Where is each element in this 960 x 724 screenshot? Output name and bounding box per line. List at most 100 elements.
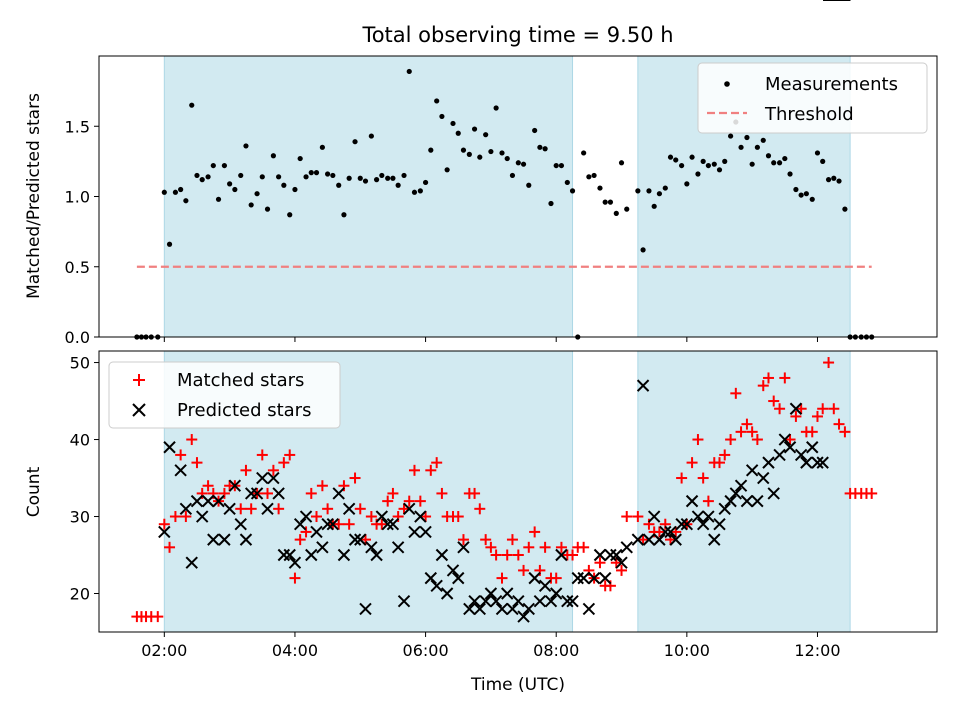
bot-plus-point-43 [365,511,377,523]
top-dot-point-94 [651,203,657,209]
top-dot-point-12 [199,177,205,183]
bot-x-point-113 [783,441,797,454]
top-dot-point-15 [215,196,222,202]
bot-x-point-51 [440,587,454,600]
top-dot-point-100 [684,181,690,187]
bot-plus-point-9 [180,511,192,523]
top-ytick-label-0: 0.0 [65,328,90,347]
top-dot-point-38 [341,212,347,218]
bot-x-point-80 [598,571,612,585]
top-legend: Measurements Threshold [697,62,928,134]
top-dot-point-55 [434,98,440,104]
bot-x-point-69 [538,579,552,593]
top-dot-point-10 [189,102,195,108]
bot-x-point-90 [659,525,672,539]
bot-plus-point-72 [523,541,535,553]
bot-plus-point-34 [316,480,328,492]
bot-x-point-107 [751,494,764,508]
bot-plus-point-116 [768,395,780,407]
top-dot-point-89 [618,160,625,166]
bot-x-point-65 [517,610,530,623]
top-dot-point-85 [597,185,603,191]
bot-x-point-105 [740,494,754,508]
bot-plus-point-80 [567,549,579,561]
bot-plus-point-30 [294,534,306,546]
top-dot-point-95 [656,191,663,197]
bot-plus-point-124 [811,410,823,422]
bot-plus-point-78 [555,541,567,553]
top-dot-point-78 [558,162,565,169]
top-dot-point-122 [803,191,809,197]
legend-threshold-label: Threshold [764,104,854,125]
bot-x-point-66 [522,602,535,616]
bottom-legend-box [108,361,341,429]
bot-x-point-4 [185,556,198,569]
top-dot-point-108 [728,133,734,139]
top-dot-point-53 [422,179,429,186]
bot-x-point-5 [190,494,204,508]
top-dot-point-40 [352,139,358,145]
bot-plus-point-54 [425,464,437,476]
bot-plus-point-107 [719,449,731,461]
top-dot-point-43 [368,133,374,139]
top-dot-point-105 [711,161,717,167]
bot-plus-point-99 [676,472,688,484]
bot-plus-point-16 [218,487,230,499]
bot-plus-point-35 [322,503,334,515]
bot-x-point-18 [261,502,274,516]
bot-plus-point-21 [245,503,257,515]
legend-matched-label: Matched stars [177,370,304,391]
top-dot-point-65 [488,148,494,155]
bot-x-point-22 [283,548,296,562]
bot-x-point-21 [277,548,291,562]
bot-x-point-75 [571,571,584,585]
bot-plus-point-125 [817,403,829,415]
bot-x-point-102 [724,494,737,508]
bot-x-point-23 [288,556,302,569]
bot-plus-point-128 [833,418,845,430]
bot-shade-1 [637,350,851,633]
legend-measurements-marker [724,81,730,87]
bot-x-point-87 [642,533,656,546]
bot-x-point-48 [424,571,438,585]
bot-x-point-78 [587,571,601,585]
top-dot-point-84 [591,172,597,179]
bot-x-point-47 [419,525,432,539]
bot-x-point-72 [555,548,568,562]
bot-x-point-58 [479,594,492,608]
top-dot-point-120 [793,186,799,193]
bot-xtick-label-1: 04:00 [272,641,318,660]
bottom-shaded-intervals [163,350,851,633]
bot-plus-point-4 [152,611,164,623]
bot-x-point-41 [386,518,400,531]
bot-x-point-24 [293,518,307,531]
top-dot-point-76 [548,200,554,207]
bot-plus-point-103 [697,472,709,484]
bot-plus-point-109 [730,387,742,399]
top-dot-point-102 [695,171,701,177]
top-dot-point-58 [450,120,456,127]
bot-plus-point-70 [512,549,524,561]
bot-x-point-68 [533,594,547,608]
bot-x-point-95 [685,494,699,508]
bot-plus-point-20 [240,464,252,476]
bot-plus-point-10 [186,434,198,446]
bot-x-point-43 [397,594,411,608]
bot-plus-point-23 [256,449,268,461]
top-dot-point-125 [820,158,826,164]
top-dot-point-86 [602,199,608,205]
top-dot-point-30 [297,155,303,162]
bottom-y-ticks: 20 30 40 50 [70,354,99,604]
bot-x-point-17 [256,471,269,485]
top-dot-point-47 [390,175,396,181]
top-dot-point-92 [640,247,646,253]
top-dot-point-26 [276,174,282,180]
top-dot-point-129 [842,206,848,212]
bot-x-point-7 [201,494,215,508]
bot-plus-point-19 [235,503,247,515]
bot-xtick-label-0: 02:00 [141,641,187,660]
bot-plus-point-31 [300,526,312,538]
bot-plus-point-121 [795,403,807,415]
